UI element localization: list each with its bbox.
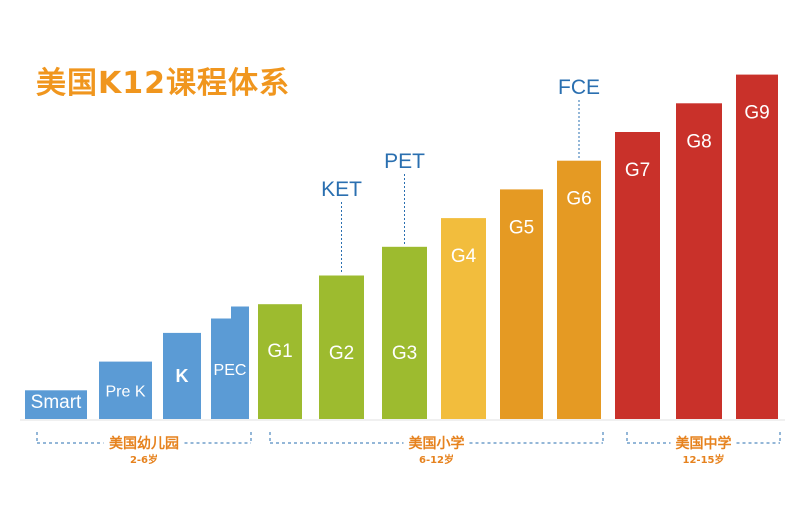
bar-g8 [676, 103, 722, 420]
bar-label-pre-k: Pre K [105, 383, 145, 400]
group-2-range: 6-12岁 [419, 453, 454, 466]
bar-pec [211, 306, 249, 419]
exam-label-fce: FCE [558, 76, 600, 99]
bar-label-pec: PEC [214, 362, 247, 379]
bar-g4 [441, 218, 486, 419]
bar-g2 [319, 275, 364, 419]
bar-label-g8: G8 [686, 131, 711, 152]
bar-g5 [500, 189, 543, 419]
group-3-range: 12-15岁 [683, 453, 725, 466]
bar-label-g6: G6 [566, 189, 591, 210]
bar-g1 [258, 304, 302, 419]
bar-g3 [382, 246, 427, 419]
bar-label-g9: G9 [744, 103, 769, 124]
bar-label-k: K [176, 366, 189, 386]
exam-label-ket: KET [321, 178, 362, 201]
bar-g9 [736, 74, 778, 419]
bar-g6 [557, 160, 601, 419]
bar-label-g2: G2 [329, 343, 354, 364]
group-2-label: 美国小学 [409, 435, 465, 452]
bar-label-g7: G7 [625, 160, 650, 181]
bar-label-start-smart: Start Smart [31, 370, 82, 413]
group-1-label: 美国幼儿园 [109, 435, 179, 452]
bar-pre-k [99, 361, 152, 419]
group-3-label: 美国中学 [676, 435, 732, 452]
chart-title: 美国K12课程体系 [36, 66, 290, 101]
bar-label-g4: G4 [451, 246, 477, 267]
bar-label-g5: G5 [509, 217, 534, 238]
bar-label-g3: G3 [392, 343, 417, 364]
bar-g7 [615, 132, 660, 419]
group-1-range: 2-6岁 [130, 453, 158, 466]
bar-k [163, 332, 201, 419]
bar-start-smart [25, 390, 87, 419]
bar-label-g1: G1 [267, 341, 292, 362]
exam-label-pet: PET [384, 150, 425, 173]
